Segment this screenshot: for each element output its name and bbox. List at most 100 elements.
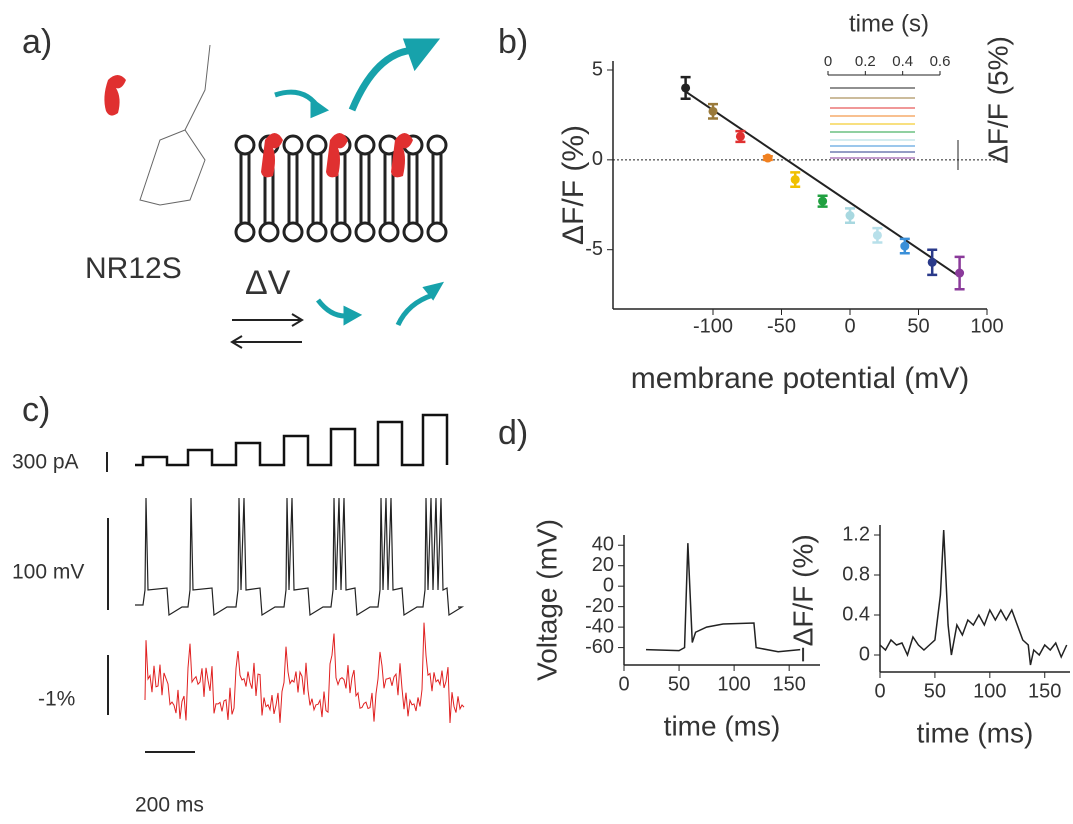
data-point xyxy=(708,106,718,116)
lipid-tail xyxy=(359,188,371,223)
panel-label: d) xyxy=(498,414,528,452)
lipid-tail xyxy=(431,154,443,189)
lipid-head xyxy=(282,134,304,156)
x-axis-label: time (s) xyxy=(849,10,929,37)
lipid-tail xyxy=(383,188,395,223)
scale-bars xyxy=(106,452,195,753)
lipid-head xyxy=(306,221,328,243)
y-tick-label: 0.8 xyxy=(842,563,870,585)
lipid-tail xyxy=(287,188,299,223)
lipid-tail xyxy=(359,154,371,189)
panel-label: a) xyxy=(22,23,52,61)
y-axis-label: ΔF/F (%) xyxy=(557,125,590,245)
x-tick-label: 150 xyxy=(772,673,805,695)
x-tick-label: 100 xyxy=(973,680,1006,702)
y-tick-label: 5 xyxy=(592,58,603,80)
y-axis-label: −ΔF/F (%) xyxy=(787,534,818,662)
y-tick-label: 0.4 xyxy=(842,603,870,625)
voltage-trace xyxy=(135,497,465,617)
y-tick-label: -60 xyxy=(585,636,614,658)
fluorescence-trace xyxy=(144,622,465,724)
probe xyxy=(391,133,413,178)
line-trace xyxy=(879,529,1068,666)
scale-label: 300 pA xyxy=(12,451,79,474)
data-point xyxy=(790,175,800,185)
recording-traces xyxy=(135,413,465,724)
x-tick-label: 0.2 xyxy=(855,53,876,70)
x-tick-label: 0 xyxy=(874,680,885,702)
lipid-head xyxy=(330,221,352,243)
data-point xyxy=(845,211,855,221)
y-tick-label: 0 xyxy=(603,574,614,596)
data-point xyxy=(763,153,773,163)
data-point xyxy=(955,268,965,278)
current-trace xyxy=(135,413,449,467)
y-axis-label: Voltage (mV) xyxy=(531,519,562,681)
scale-label: -1% xyxy=(38,688,75,711)
lipid-head xyxy=(378,221,400,243)
data-point xyxy=(818,196,828,206)
scale-bar-label: ΔF/F (5%) xyxy=(982,36,1013,164)
x-tick-label: 50 xyxy=(907,315,929,337)
y-tick-label: 20 xyxy=(592,554,614,576)
x-tick-label: 50 xyxy=(668,673,690,695)
x-tick-label: -50 xyxy=(767,315,796,337)
lipid-head xyxy=(426,134,448,156)
lipid-tail xyxy=(407,188,419,223)
scale-label: 200 ms xyxy=(135,794,204,817)
x-tick-label: 0 xyxy=(844,315,855,337)
probe xyxy=(326,133,348,178)
x-tick-label: 0 xyxy=(618,673,629,695)
panel-label: b) xyxy=(498,23,528,61)
lipid-tail xyxy=(239,188,251,223)
x-tick-label: 100 xyxy=(970,315,1003,337)
data-point xyxy=(927,257,937,267)
lipid-head xyxy=(282,221,304,243)
x-tick-label: 0.4 xyxy=(892,53,913,70)
x-tick-label: 50 xyxy=(924,680,946,702)
lipid-tail xyxy=(335,188,347,223)
lipid-head xyxy=(402,221,424,243)
y-tick-label: 0 xyxy=(859,643,870,665)
lipid-head xyxy=(354,221,376,243)
x-axis-label: time (ms) xyxy=(664,710,781,741)
data-point xyxy=(872,230,882,240)
lipid-tail xyxy=(311,154,323,189)
y-tick-label: -5 xyxy=(585,238,603,260)
lipid-tail xyxy=(431,188,443,223)
data-point xyxy=(681,83,691,93)
line-trace xyxy=(645,543,801,653)
y-tick-label: 1.2 xyxy=(842,523,870,545)
panel-label: c) xyxy=(22,391,50,429)
lipid-tail xyxy=(287,154,299,189)
x-tick-label: 0 xyxy=(824,53,832,70)
probe xyxy=(261,133,283,178)
lipid-tail xyxy=(407,154,419,189)
data-point xyxy=(735,131,745,141)
y-tick-label: 40 xyxy=(592,534,614,556)
membrane-diagram xyxy=(104,38,448,349)
lipid-tail xyxy=(263,188,275,223)
x-tick-label: 150 xyxy=(1028,680,1061,702)
y-tick-label: -20 xyxy=(585,595,614,617)
y-tick-label: -40 xyxy=(585,615,614,637)
x-tick-label: 100 xyxy=(717,673,750,695)
lipid-head xyxy=(306,134,328,156)
delta-v-label: ΔV xyxy=(245,264,291,302)
lipid-head xyxy=(258,221,280,243)
lipid-head xyxy=(234,134,256,156)
scale-label: 100 mV xyxy=(12,561,84,584)
lipid-tail xyxy=(311,188,323,223)
lipid-head xyxy=(426,221,448,243)
inset-traces xyxy=(830,87,959,170)
y-tick-label: 0 xyxy=(592,148,603,170)
x-axis-label: time (ms) xyxy=(917,717,1034,748)
lipid-head xyxy=(234,221,256,243)
data-point xyxy=(900,241,910,251)
molecule-label: NR12S xyxy=(85,252,182,285)
lipid-head xyxy=(354,134,376,156)
lipid-tail xyxy=(239,154,251,189)
x-tick-label: -100 xyxy=(693,315,733,337)
x-axis-label: membrane potential (mV) xyxy=(631,362,969,395)
